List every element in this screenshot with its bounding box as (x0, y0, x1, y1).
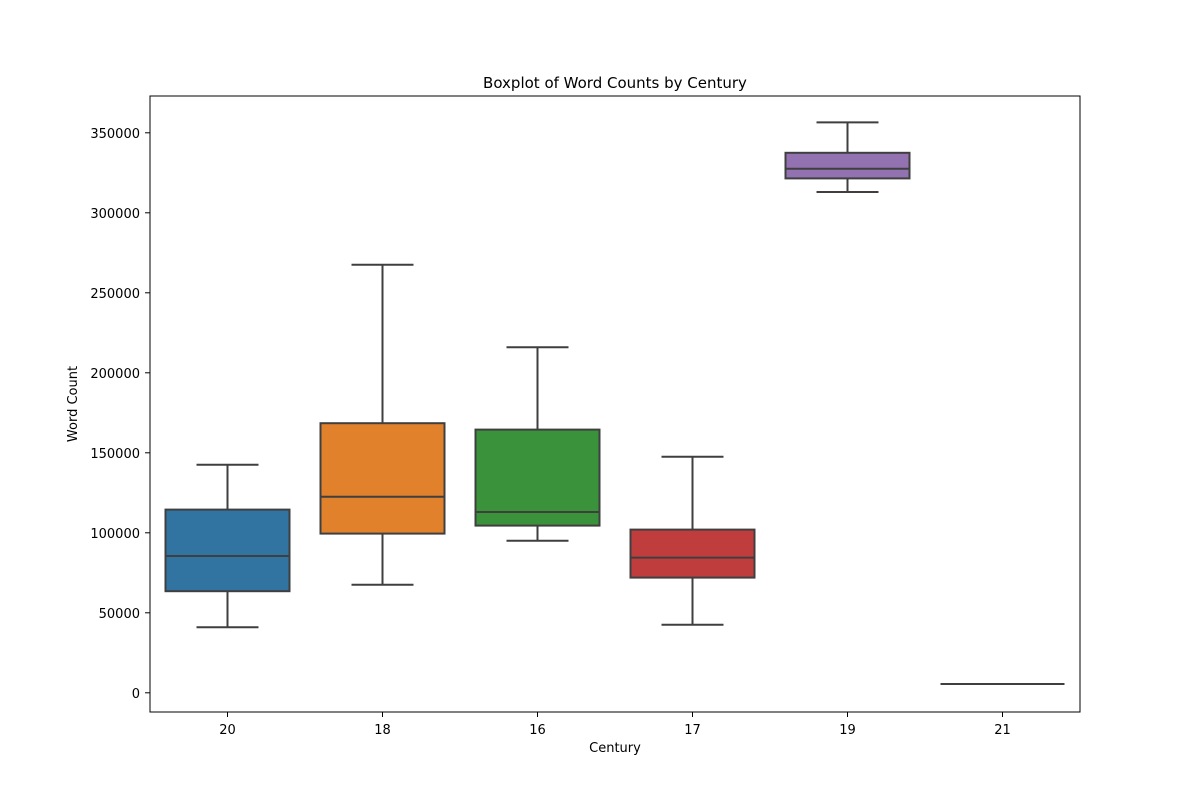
x-tick-label: 16 (529, 723, 546, 738)
x-tick-label: 17 (684, 723, 701, 738)
box-20 (164, 508, 291, 593)
chart-title: Boxplot of Word Counts by Century (483, 74, 747, 92)
y-tick-label: 50000 (99, 607, 140, 622)
x-tick-label: 18 (374, 723, 391, 738)
boxes-layer (164, 121, 1065, 685)
box-group-18 (319, 263, 446, 586)
box-group-19 (784, 121, 911, 193)
box-17 (629, 528, 756, 579)
x-tick-label: 19 (839, 723, 856, 738)
y-tick-label: 0 (132, 687, 140, 702)
plot-frame (149, 95, 1081, 713)
box-16 (474, 428, 601, 527)
x-tick-label: 21 (994, 723, 1011, 738)
x-axis: 20 18 16 17 19 21 (219, 712, 1011, 738)
x-axis-label: Century (589, 741, 641, 756)
y-axis-label: Word Count (66, 366, 81, 442)
y-tick-label: 200000 (90, 367, 140, 382)
y-tick-label: 150000 (90, 447, 140, 462)
box-18 (319, 422, 446, 535)
box-19 (784, 151, 911, 180)
box-group-20 (164, 463, 291, 629)
y-tick-label: 300000 (90, 207, 140, 222)
box-group-16 (474, 346, 601, 542)
y-axis: 0 50000 100000 150000 200000 250000 300000 3500… (90, 127, 150, 702)
y-tick-label: 100000 (90, 527, 140, 542)
y-tick-label: 250000 (90, 287, 140, 302)
x-tick-label: 20 (219, 723, 236, 738)
y-tick-label: 350000 (90, 127, 140, 142)
box-group-17 (629, 455, 756, 626)
